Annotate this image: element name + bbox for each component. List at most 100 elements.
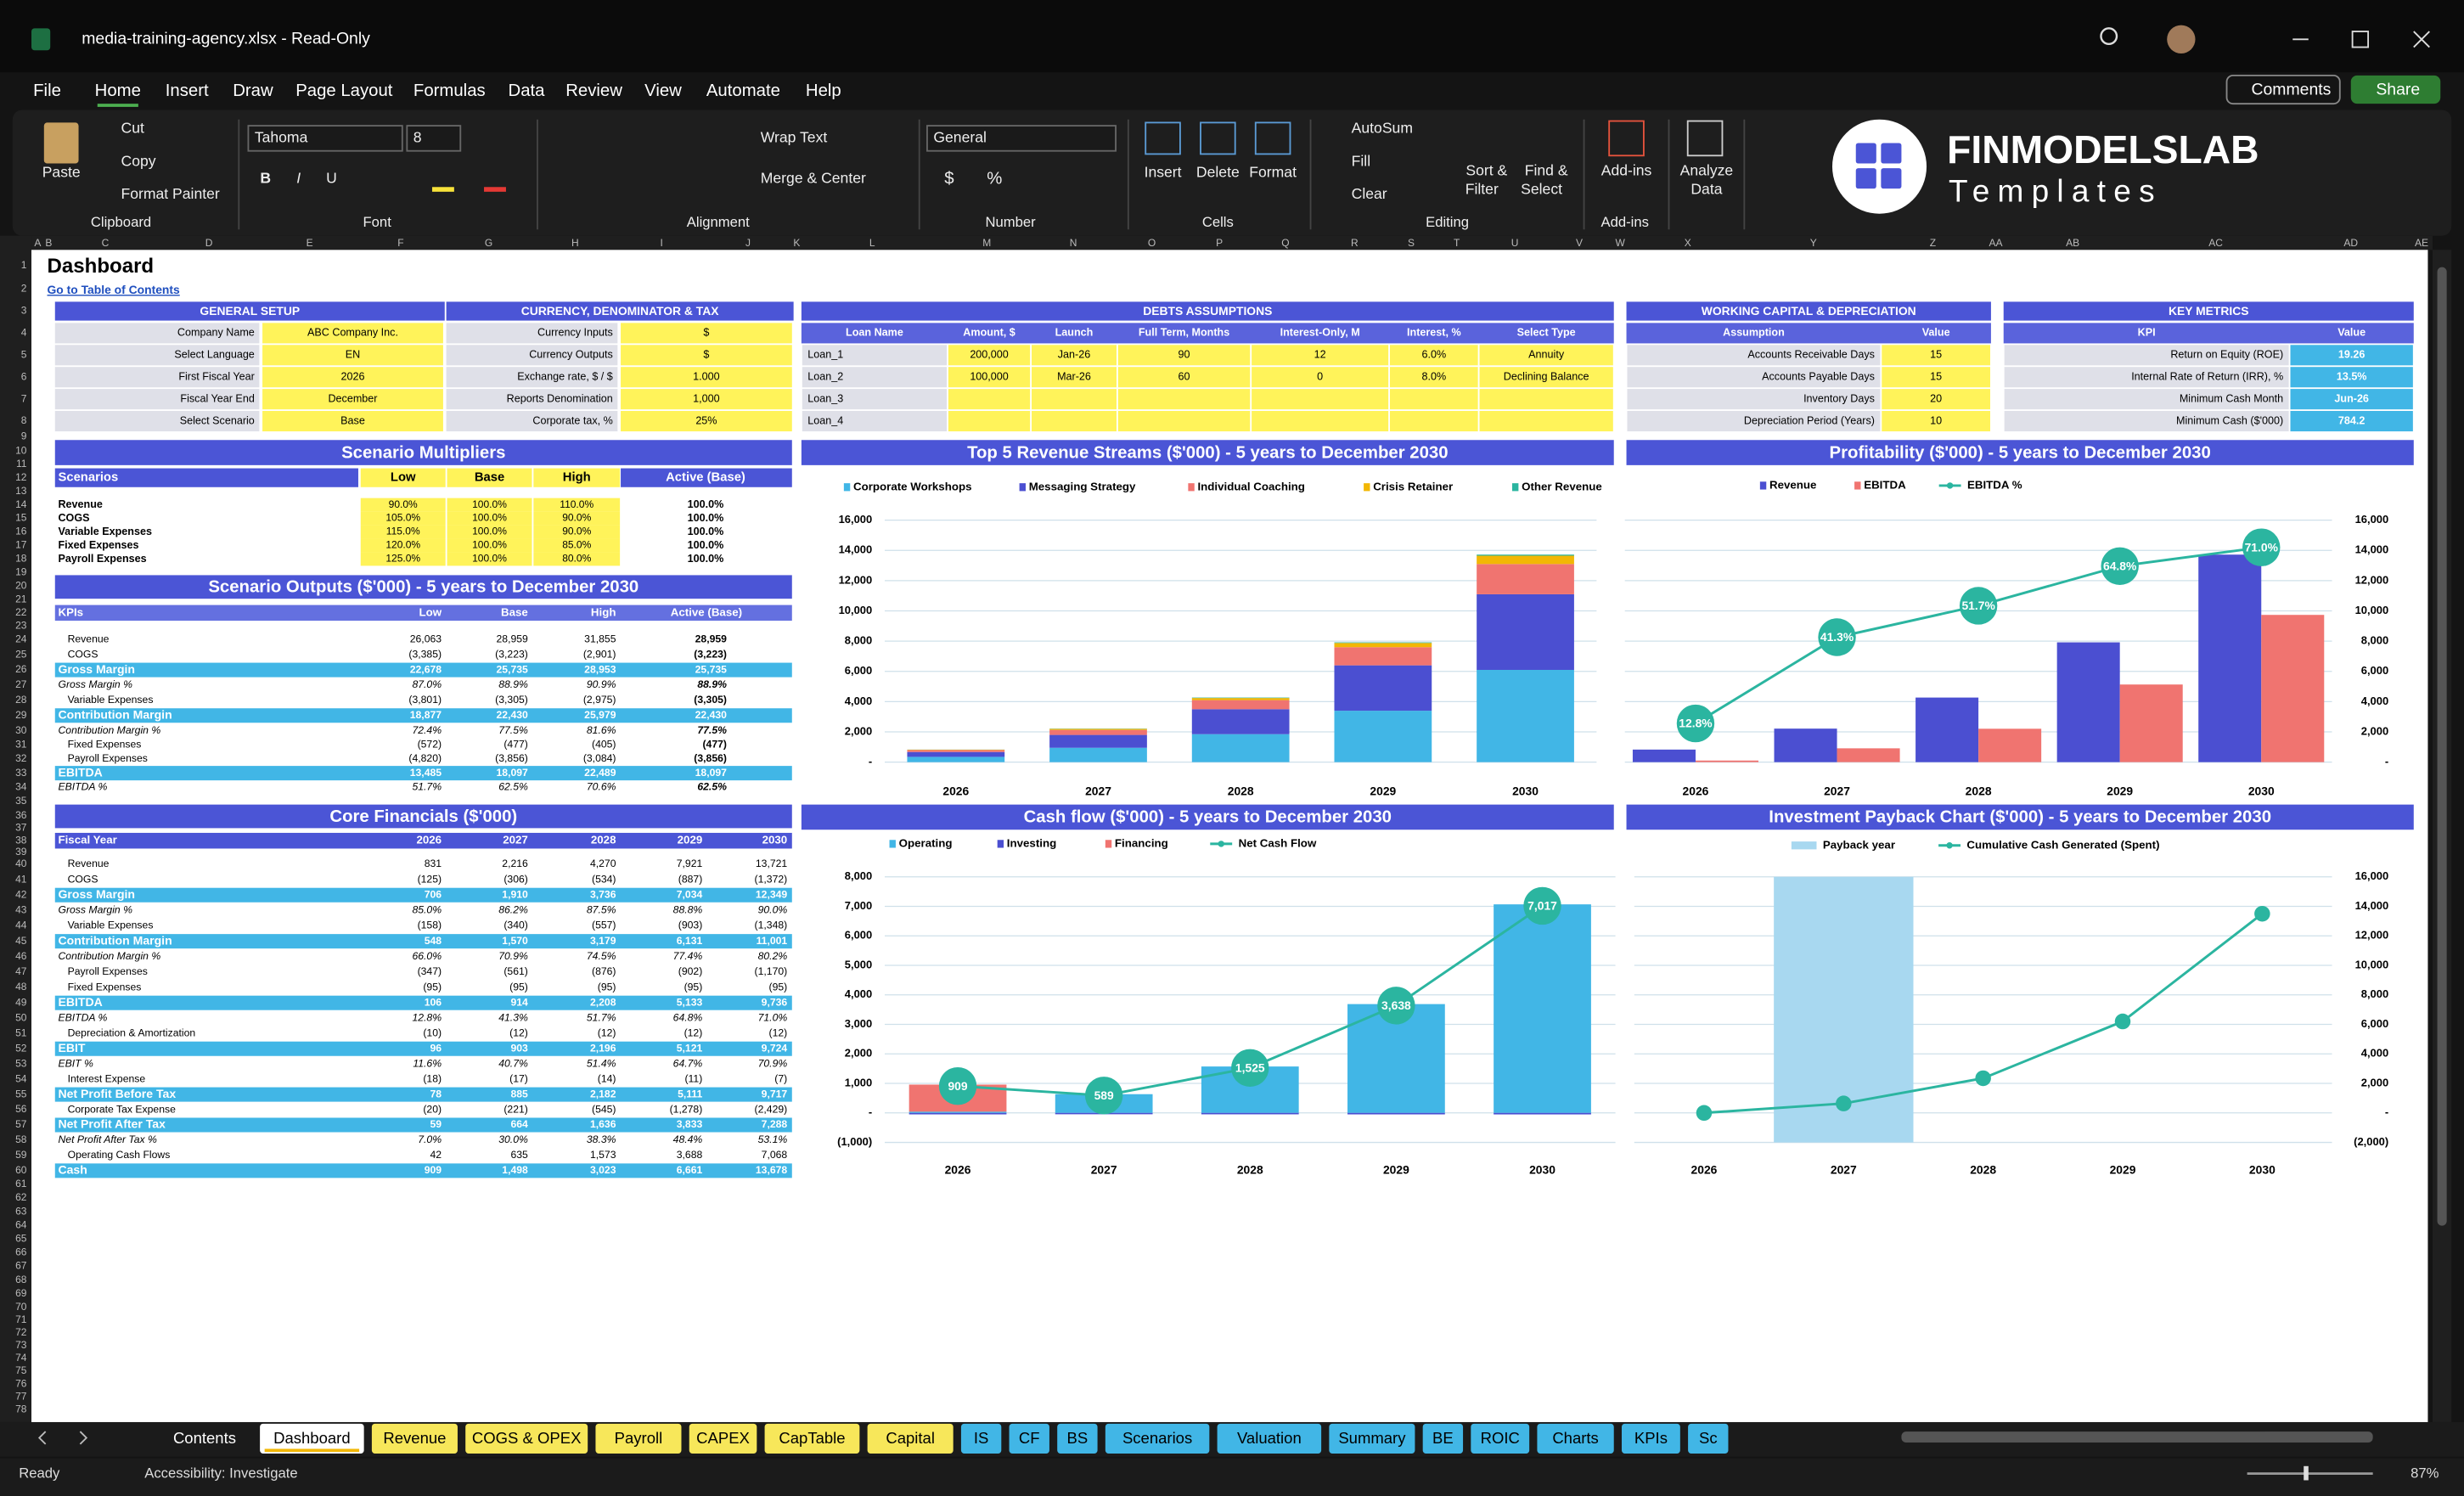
value-cell[interactable] — [1032, 345, 1117, 366]
value-cell[interactable] — [1032, 411, 1117, 432]
value-cell[interactable] — [1390, 367, 1478, 388]
sheet-tab-label[interactable]: Dashboard — [273, 1429, 351, 1447]
value-cell[interactable] — [447, 498, 532, 512]
value-cell[interactable] — [1252, 367, 1389, 388]
sheet-tab-label[interactable]: IS — [974, 1429, 988, 1447]
sheet-tab[interactable] — [1688, 1423, 1729, 1454]
value-cell[interactable] — [262, 411, 443, 432]
value-cell[interactable] — [1117, 411, 1251, 432]
ribbon-label[interactable]: Delete — [1196, 163, 1240, 180]
value-cell[interactable] — [533, 552, 621, 566]
value-cell[interactable] — [1117, 345, 1251, 366]
sheet-tab-label[interactable]: COGS & OPEX — [472, 1429, 582, 1447]
sheet-tab[interactable] — [1009, 1423, 1049, 1454]
sheet-tab-label[interactable]: ROIC — [1481, 1429, 1520, 1447]
sheet-tab[interactable] — [764, 1423, 860, 1454]
sheet-tab[interactable] — [689, 1423, 757, 1454]
sheet-tab[interactable] — [371, 1423, 458, 1454]
sheet-tab-label[interactable]: Capital — [886, 1429, 935, 1447]
value-cell[interactable] — [621, 323, 792, 344]
value-cell[interactable] — [1390, 345, 1478, 366]
paste-icon[interactable] — [43, 122, 79, 164]
menu-item[interactable]: View — [644, 82, 682, 100]
sheet-tab-label[interactable]: CF — [1019, 1429, 1040, 1447]
sheet-tab[interactable] — [260, 1423, 364, 1454]
sheet-tab[interactable] — [1471, 1423, 1530, 1454]
value-cell[interactable] — [1117, 367, 1251, 388]
font-size-box[interactable] — [406, 125, 462, 152]
value-cell[interactable] — [1479, 389, 1613, 410]
value-cell[interactable] — [1252, 411, 1389, 432]
avatar[interactable] — [2167, 25, 2196, 53]
maximize[interactable] — [2351, 31, 2370, 48]
value-cell[interactable] — [2290, 411, 2413, 432]
value-cell[interactable] — [1882, 389, 1990, 410]
menu-item[interactable]: Help — [806, 82, 841, 100]
sheet-tab[interactable] — [960, 1423, 1002, 1454]
font-box[interactable] — [247, 125, 403, 152]
ribbon-label[interactable]: Add-ins — [1601, 161, 1652, 178]
value-cell[interactable] — [1390, 411, 1478, 432]
search-icon[interactable] — [2100, 27, 2118, 46]
value-cell[interactable] — [1390, 389, 1478, 410]
value-cell[interactable] — [447, 552, 532, 566]
value-cell[interactable] — [262, 345, 443, 366]
value-cell[interactable] — [1252, 389, 1389, 410]
menu-item[interactable]: Insert — [166, 82, 209, 100]
sheet-tab[interactable] — [1329, 1423, 1415, 1454]
value-cell[interactable] — [948, 345, 1031, 366]
value-cell[interactable] — [262, 323, 443, 344]
ribbon-label[interactable]: Insert — [1145, 163, 1182, 180]
value-cell[interactable] — [1117, 389, 1251, 410]
sheet-tab-label[interactable]: Summary — [1338, 1429, 1406, 1447]
value-cell[interactable] — [1252, 345, 1389, 366]
menu-item[interactable]: Automate — [706, 82, 780, 100]
sheet-tab[interactable] — [1057, 1423, 1098, 1454]
value-cell[interactable] — [262, 389, 443, 410]
sheet-tab[interactable] — [595, 1423, 682, 1454]
value-cell[interactable] — [1479, 411, 1613, 432]
sheet-tab-label[interactable]: Charts — [1552, 1429, 1599, 1447]
scroll-thumb[interactable] — [2437, 267, 2447, 1226]
value-cell[interactable] — [533, 538, 621, 553]
sheet-tab[interactable] — [867, 1423, 954, 1454]
value-cell[interactable] — [621, 389, 792, 410]
menu-item[interactable]: Page Layout — [295, 82, 393, 100]
value-cell[interactable] — [621, 367, 792, 388]
sheet-tab[interactable] — [465, 1423, 588, 1454]
value-cell[interactable] — [1882, 411, 1990, 432]
sheet-tab-label[interactable]: CAPEX — [696, 1429, 750, 1447]
sheet-tab-label[interactable]: Scenarios — [1122, 1429, 1192, 1447]
number-format-box[interactable] — [926, 125, 1117, 152]
value-cell[interactable] — [447, 511, 532, 526]
sheet-tab-label[interactable]: Sc — [1699, 1429, 1718, 1447]
toc-link[interactable]: Go to Table of Contents — [48, 283, 180, 296]
value-cell[interactable] — [360, 538, 446, 553]
menu-item[interactable]: Data — [509, 82, 546, 100]
value-cell[interactable] — [1479, 345, 1613, 366]
sheet-tab[interactable] — [1422, 1423, 1464, 1454]
sheet-tab[interactable] — [1105, 1423, 1210, 1454]
h-scrollbar[interactable] — [1901, 1431, 2373, 1443]
value-cell[interactable] — [2290, 389, 2413, 410]
menu-item[interactable]: File — [33, 82, 61, 100]
nav-arrow[interactable] — [79, 1431, 88, 1445]
value-cell[interactable] — [360, 511, 446, 526]
sheet-tab-label[interactable]: KPIs — [1634, 1429, 1668, 1447]
value-cell[interactable] — [621, 345, 792, 366]
value-cell[interactable] — [360, 525, 446, 539]
value-cell[interactable] — [1882, 367, 1990, 388]
font-button[interactable]: U — [326, 170, 337, 187]
value-cell[interactable] — [948, 367, 1031, 388]
menu-item[interactable]: Draw — [233, 82, 273, 100]
value-cell[interactable] — [2290, 345, 2413, 366]
menu-item[interactable]: Formulas — [413, 82, 486, 100]
sheet-tab-label[interactable]: Contents — [173, 1429, 236, 1447]
value-cell[interactable] — [621, 411, 792, 432]
share-button[interactable] — [2350, 75, 2441, 104]
value-cell[interactable] — [948, 389, 1031, 410]
sheet-tab[interactable] — [1217, 1423, 1322, 1454]
value-cell[interactable] — [2290, 367, 2413, 388]
value-cell[interactable] — [1479, 367, 1613, 388]
font-button[interactable]: I — [296, 170, 301, 187]
